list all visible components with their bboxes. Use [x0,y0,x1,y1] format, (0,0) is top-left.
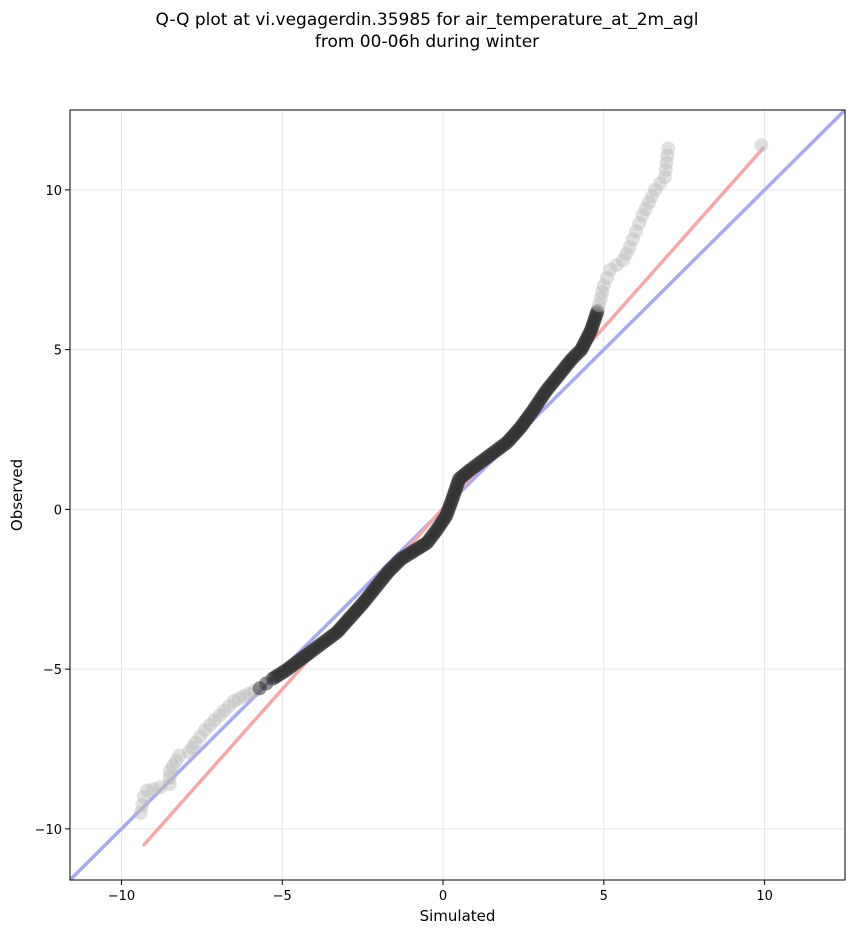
data-point [231,691,246,706]
data-point [648,182,663,197]
data-point [162,764,177,779]
data-point [609,257,624,272]
data-point [242,686,257,701]
y-tick-label: 0 [54,503,62,518]
data-point [625,232,640,247]
data-point [135,797,150,812]
data-point [162,770,177,785]
data-point [641,195,656,210]
data-point [185,740,200,755]
axis-ticks: −10 −5 0 5 10 −10 −5 0 5 10 [35,184,773,904]
chart-subtitle: from 00-06h during winter [314,32,540,52]
data-point [645,189,660,204]
data-point [140,783,155,798]
grid-lines [70,110,845,880]
x-tick-label: −10 [108,889,135,904]
data-point [227,694,242,709]
data-point [595,285,610,300]
chart-title: Q-Q plot at vi.vegagerdin.35985 for air_… [155,10,699,30]
data-point [153,780,168,795]
y-tick-label: 10 [45,184,62,199]
data-point [207,713,222,728]
data-point [590,304,605,319]
data-point [603,262,618,277]
data-point [660,148,675,163]
data-point [591,297,606,312]
data-point [212,708,227,723]
data-points [133,138,769,820]
data-point [635,208,650,223]
data-point [659,155,674,170]
data-point [188,735,203,750]
data-point [202,718,217,733]
data-point [133,805,148,820]
data-point [236,689,251,704]
data-point [657,170,672,185]
data-point [596,278,611,293]
x-axis-label: Simulated [420,907,496,925]
data-point [628,224,643,239]
data-point [593,291,608,306]
data-point [172,748,187,763]
data-point [754,138,769,153]
data-point [217,703,232,718]
data-point [181,745,196,760]
data-point [169,753,184,768]
data-point [619,246,634,261]
data-point [653,176,668,191]
y-tick-label: 5 [54,344,62,359]
data-point [661,141,676,156]
x-tick-label: −5 [273,889,292,904]
data-point [658,162,673,177]
data-point [632,216,647,231]
y-axis-label: Observed [8,459,26,531]
data-point [616,253,631,268]
x-tick-label: 5 [600,889,608,904]
data-point [136,789,151,804]
y-tick-label: −10 [35,823,62,838]
data-point [198,722,213,737]
plot-frame [69,109,846,881]
data-point [638,202,653,217]
data-point [162,777,177,792]
data-point [193,729,208,744]
data-point [222,698,237,713]
data-point [622,240,637,255]
data-point [165,759,180,774]
x-tick-label: 10 [756,889,773,904]
data-point [146,781,161,796]
x-tick-label: 0 [439,889,447,904]
data-point [600,270,615,285]
y-tick-label: −5 [43,663,62,678]
